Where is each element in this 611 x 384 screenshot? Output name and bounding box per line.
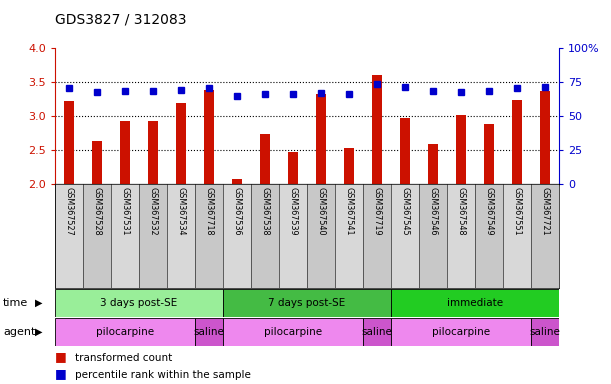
Text: pilocarpine: pilocarpine: [264, 327, 322, 337]
Text: immediate: immediate: [447, 298, 503, 308]
Text: GSM367536: GSM367536: [233, 187, 241, 236]
Text: GSM367534: GSM367534: [177, 187, 186, 236]
Text: GSM367718: GSM367718: [205, 187, 213, 236]
Bar: [176, 103, 186, 184]
Bar: [167, 184, 195, 288]
Text: ■: ■: [55, 367, 67, 380]
Text: GSM367527: GSM367527: [65, 187, 73, 236]
Bar: [372, 74, 382, 184]
Text: GSM367528: GSM367528: [92, 187, 101, 236]
Text: GSM367721: GSM367721: [541, 187, 549, 236]
Bar: [120, 121, 130, 184]
Bar: [55, 289, 223, 317]
Text: time: time: [3, 298, 28, 308]
Bar: [391, 289, 559, 317]
Text: transformed count: transformed count: [75, 353, 172, 363]
Text: percentile rank within the sample: percentile rank within the sample: [75, 370, 251, 380]
Bar: [139, 184, 167, 288]
Bar: [316, 94, 326, 184]
Text: agent: agent: [3, 327, 35, 337]
Text: GSM367541: GSM367541: [345, 187, 354, 236]
Bar: [456, 116, 466, 184]
Text: pilocarpine: pilocarpine: [96, 327, 154, 337]
Text: ▶: ▶: [35, 327, 43, 337]
Bar: [344, 147, 354, 184]
Bar: [55, 318, 195, 346]
Bar: [279, 184, 307, 288]
Bar: [148, 121, 158, 184]
Bar: [223, 318, 363, 346]
Text: saline: saline: [530, 327, 560, 337]
Bar: [307, 184, 335, 288]
Bar: [223, 184, 251, 288]
Bar: [400, 118, 410, 184]
Bar: [391, 184, 419, 288]
Bar: [428, 144, 438, 184]
Text: pilocarpine: pilocarpine: [432, 327, 490, 337]
Bar: [484, 124, 494, 184]
Bar: [204, 89, 214, 184]
Text: GSM367548: GSM367548: [456, 187, 466, 236]
Bar: [475, 184, 503, 288]
Bar: [447, 184, 475, 288]
Text: saline: saline: [362, 327, 392, 337]
Text: GSM367538: GSM367538: [260, 187, 269, 236]
Bar: [363, 184, 391, 288]
Text: 7 days post-SE: 7 days post-SE: [268, 298, 346, 308]
Bar: [64, 101, 74, 184]
Text: 3 days post-SE: 3 days post-SE: [100, 298, 178, 308]
Bar: [540, 91, 550, 184]
Text: GSM367546: GSM367546: [428, 187, 437, 236]
Bar: [531, 184, 559, 288]
Bar: [335, 184, 363, 288]
Bar: [363, 318, 391, 346]
Bar: [391, 318, 531, 346]
Text: ▶: ▶: [35, 298, 43, 308]
Bar: [512, 101, 522, 184]
Text: GSM367549: GSM367549: [485, 187, 494, 236]
Text: GDS3827 / 312083: GDS3827 / 312083: [55, 13, 186, 27]
Bar: [92, 141, 102, 184]
Text: GSM367539: GSM367539: [288, 187, 298, 236]
Text: GSM367551: GSM367551: [513, 187, 522, 236]
Bar: [232, 179, 242, 184]
Text: ■: ■: [55, 350, 67, 363]
Text: GSM367532: GSM367532: [148, 187, 158, 236]
Bar: [260, 134, 270, 184]
Bar: [419, 184, 447, 288]
Text: GSM367719: GSM367719: [373, 187, 381, 236]
Bar: [223, 289, 391, 317]
Bar: [503, 184, 531, 288]
Text: saline: saline: [194, 327, 224, 337]
Bar: [251, 184, 279, 288]
Bar: [195, 318, 223, 346]
Bar: [111, 184, 139, 288]
Text: GSM367531: GSM367531: [120, 187, 130, 236]
Bar: [83, 184, 111, 288]
Bar: [531, 318, 559, 346]
Text: GSM367540: GSM367540: [316, 187, 326, 236]
Text: GSM367545: GSM367545: [401, 187, 409, 236]
Bar: [195, 184, 223, 288]
Bar: [288, 152, 298, 184]
Bar: [55, 184, 83, 288]
